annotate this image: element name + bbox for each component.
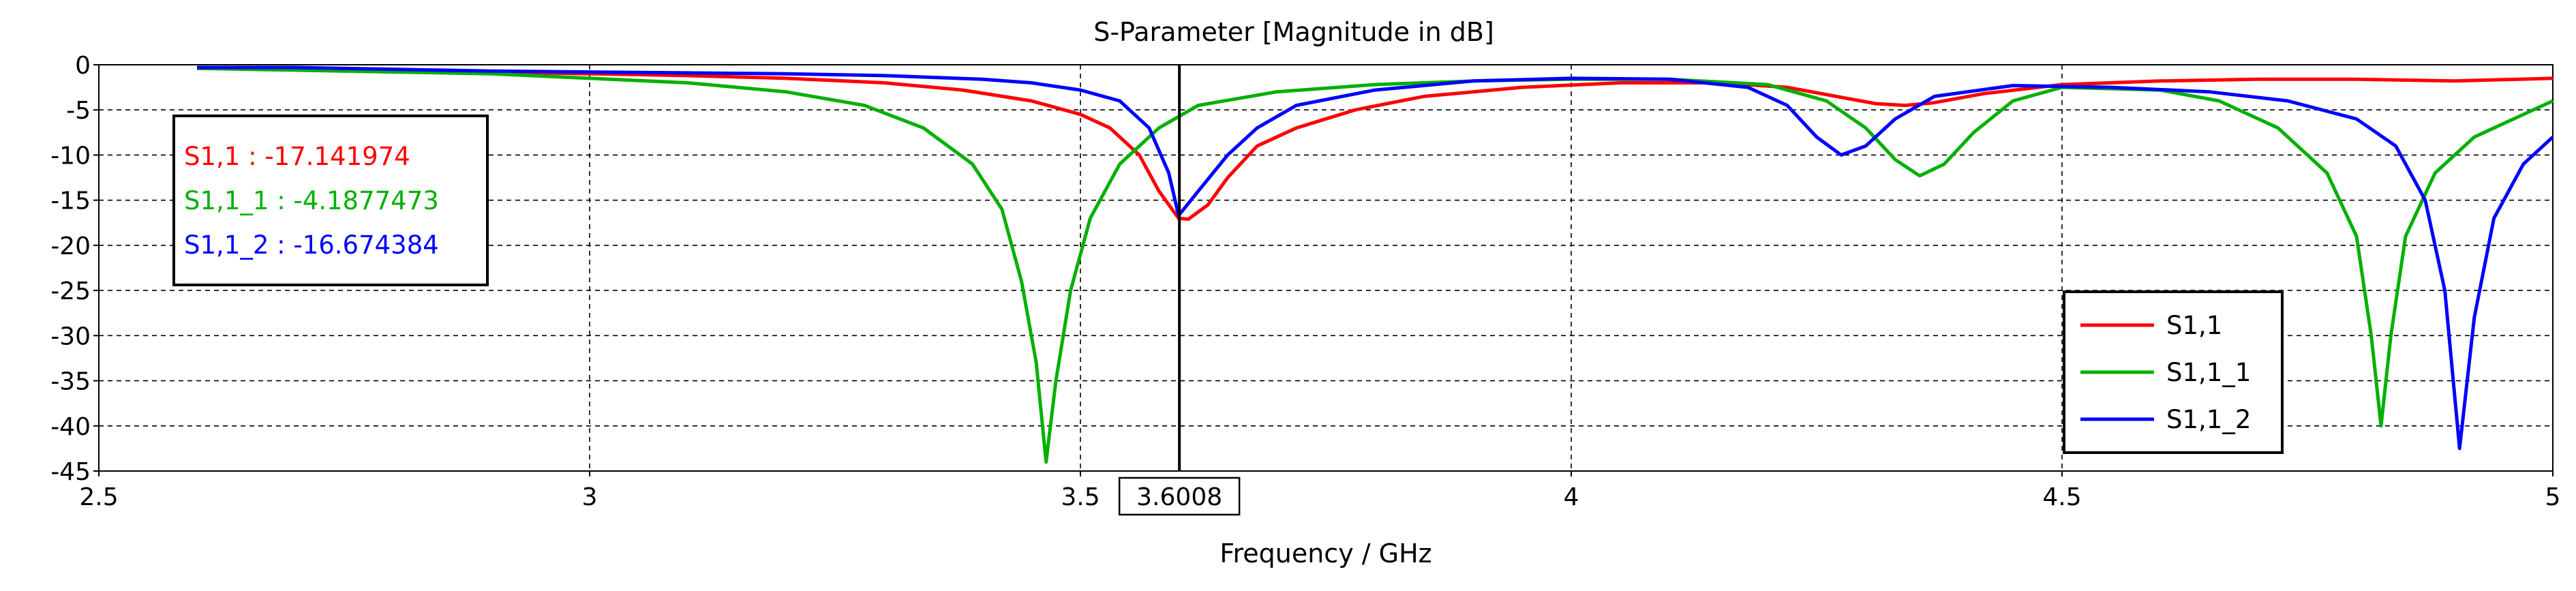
legend-label-s11: S1,1 <box>2166 311 2222 340</box>
y-tick-label: -5 <box>66 97 91 125</box>
y-tick-label: -40 <box>50 413 91 441</box>
y-tick-label: -20 <box>50 232 91 260</box>
series-lines <box>196 65 2554 464</box>
readout-s11: S1,1 : -17.141974 <box>184 142 410 171</box>
x-tick-label: 3.5 <box>1061 483 1100 511</box>
y-tick-label: 0 <box>75 52 91 80</box>
marker-x-label-box <box>1118 476 1241 516</box>
y-tick-label: -25 <box>50 277 91 305</box>
y-tick-label: -35 <box>50 368 91 396</box>
readout-s11-2: S1,1_2 : -16.674384 <box>184 230 439 260</box>
x-axis-label: Frequency / GHz <box>1219 539 1431 569</box>
y-tick-label: -10 <box>50 142 91 170</box>
y-tick-label: -45 <box>50 458 91 486</box>
series-line-0 <box>196 66 2554 221</box>
x-tick-label: 4 <box>1564 483 1579 511</box>
x-tick-label: 4.5 <box>2042 483 2081 511</box>
chart-title: S-Parameter [Magnitude in dB] <box>1093 17 1494 47</box>
marker-readout-box <box>172 115 489 286</box>
y-tick-label: -30 <box>50 322 91 350</box>
legend-label-s11-1: S1,1_1 <box>2166 358 2251 387</box>
marker-x-label: 3.6008 <box>1136 483 1222 511</box>
x-tick-label: 3 <box>582 483 598 511</box>
y-tick-label: -15 <box>50 187 91 215</box>
x-tick-label: 5 <box>2545 483 2561 511</box>
readout-s11-1: S1,1_1 : -4.1877473 <box>184 186 439 215</box>
axis-ticks: 0 -5 -10 -15 -20 -25 -30 -35 -40 -452.5 3 3.5 4 4.5 5 <box>50 52 2560 511</box>
grid <box>99 65 2553 471</box>
x-tick-label: 2.5 <box>79 483 118 511</box>
series-line-2 <box>197 65 2554 451</box>
legend-label-s11-2: S1,1_2 <box>2166 405 2251 434</box>
